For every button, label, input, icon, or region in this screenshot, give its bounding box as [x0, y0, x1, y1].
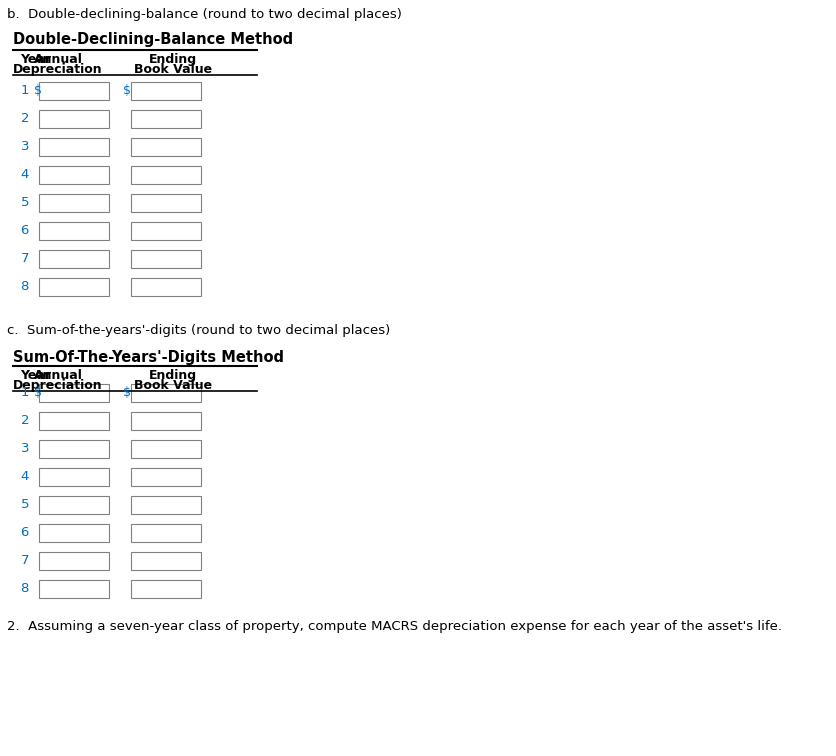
Text: Annual: Annual: [33, 369, 83, 382]
Text: $: $: [33, 386, 42, 399]
Bar: [131, 138, 201, 156]
Text: Ending: Ending: [149, 53, 197, 66]
Text: 2: 2: [21, 113, 29, 125]
Bar: [39, 496, 110, 514]
Text: Double-Declining-Balance Method: Double-Declining-Balance Method: [13, 32, 293, 47]
Bar: [39, 412, 110, 430]
Bar: [39, 194, 110, 212]
Text: 6: 6: [21, 526, 29, 540]
Bar: [39, 82, 110, 100]
Bar: [131, 384, 201, 402]
Text: 1: 1: [21, 386, 29, 399]
Text: 1: 1: [21, 85, 29, 98]
Bar: [39, 278, 110, 296]
Text: 6: 6: [21, 225, 29, 237]
Bar: [131, 166, 201, 184]
Bar: [39, 384, 110, 402]
Bar: [131, 524, 201, 542]
Text: Year: Year: [21, 53, 52, 66]
Text: b.  Double-declining-balance (round to two decimal places): b. Double-declining-balance (round to tw…: [8, 8, 402, 21]
Bar: [39, 222, 110, 240]
Text: Sum-Of-The-Years'-Digits Method: Sum-Of-The-Years'-Digits Method: [13, 350, 284, 365]
Text: 2: 2: [21, 414, 29, 427]
Bar: [131, 412, 201, 430]
Text: Depreciation: Depreciation: [13, 63, 103, 76]
Text: 5: 5: [21, 498, 29, 512]
Bar: [131, 552, 201, 570]
Text: 2.  Assuming a seven-year class of property, compute MACRS depreciation expense : 2. Assuming a seven-year class of proper…: [8, 620, 782, 633]
Bar: [39, 468, 110, 486]
Text: $: $: [124, 85, 131, 98]
Text: 5: 5: [21, 197, 29, 209]
Bar: [131, 278, 201, 296]
Bar: [39, 138, 110, 156]
Text: Year: Year: [21, 369, 52, 382]
Bar: [39, 166, 110, 184]
Bar: [131, 250, 201, 268]
Text: Book Value: Book Value: [134, 63, 212, 76]
Bar: [131, 440, 201, 458]
Text: Book Value: Book Value: [134, 379, 212, 392]
Bar: [131, 194, 201, 212]
Text: $: $: [124, 386, 131, 399]
Bar: [131, 580, 201, 598]
Bar: [131, 110, 201, 128]
Text: $: $: [33, 85, 42, 98]
Bar: [131, 468, 201, 486]
Bar: [131, 496, 201, 514]
Bar: [131, 82, 201, 100]
Text: 8: 8: [21, 583, 29, 596]
Text: c.  Sum-of-the-years'-digits (round to two decimal places): c. Sum-of-the-years'-digits (round to tw…: [8, 324, 390, 337]
Text: 8: 8: [21, 280, 29, 293]
Text: 7: 7: [21, 554, 29, 568]
Text: 4: 4: [21, 470, 29, 484]
Bar: [39, 552, 110, 570]
Bar: [39, 580, 110, 598]
Text: Annual: Annual: [33, 53, 83, 66]
Text: 7: 7: [21, 253, 29, 265]
Bar: [131, 222, 201, 240]
Text: Depreciation: Depreciation: [13, 379, 103, 392]
Text: 4: 4: [21, 169, 29, 181]
Bar: [39, 110, 110, 128]
Text: 3: 3: [21, 141, 29, 153]
Bar: [39, 524, 110, 542]
Text: 3: 3: [21, 442, 29, 456]
Bar: [39, 250, 110, 268]
Text: Ending: Ending: [149, 369, 197, 382]
Bar: [39, 440, 110, 458]
